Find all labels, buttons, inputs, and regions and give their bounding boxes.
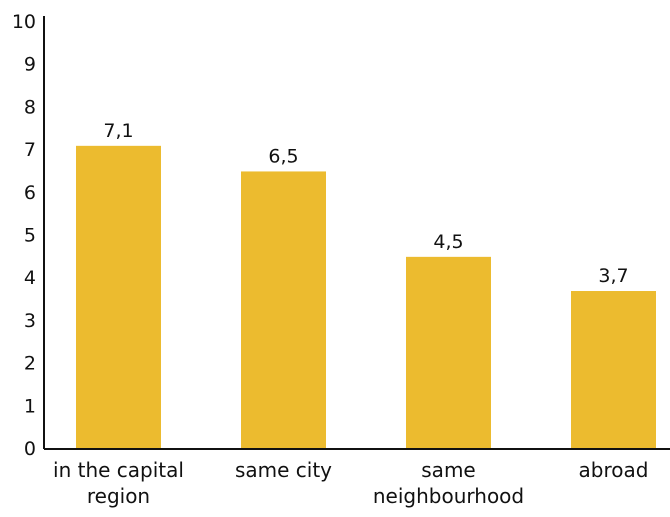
x-tick-label: abroad <box>579 458 649 482</box>
x-tick-label: same city <box>235 458 332 482</box>
bar <box>241 171 326 449</box>
bar-value-label: 4,5 <box>433 231 463 253</box>
x-tick-label: in the capital <box>53 458 184 482</box>
bar-value-label: 3,7 <box>598 265 628 287</box>
bar <box>571 291 656 449</box>
y-tick-label: 8 <box>24 96 36 118</box>
value-labels: 7,1 6,5 4,5 3,7 <box>103 120 628 287</box>
bar-value-label: 6,5 <box>268 145 298 167</box>
y-tick-label: 7 <box>24 139 36 161</box>
bar <box>76 145 161 449</box>
y-tick-label: 2 <box>24 353 36 375</box>
y-tick-label: 6 <box>24 182 36 204</box>
y-tick-label: 3 <box>24 310 36 332</box>
y-axis-ticks: 0 1 2 3 4 5 6 7 8 9 10 <box>12 11 36 460</box>
bar <box>406 256 491 449</box>
x-tick-label: neighbourhood <box>373 484 524 508</box>
bars <box>76 145 656 449</box>
y-tick-label: 9 <box>24 54 36 76</box>
y-tick-label: 4 <box>24 267 36 289</box>
bar-value-label: 7,1 <box>103 120 133 142</box>
x-tick-label: same <box>421 458 475 482</box>
x-tick-label: region <box>87 484 150 508</box>
y-tick-label: 1 <box>24 395 36 417</box>
y-tick-label: 10 <box>12 11 36 33</box>
y-tick-label: 0 <box>24 438 36 460</box>
y-tick-label: 5 <box>24 225 36 247</box>
